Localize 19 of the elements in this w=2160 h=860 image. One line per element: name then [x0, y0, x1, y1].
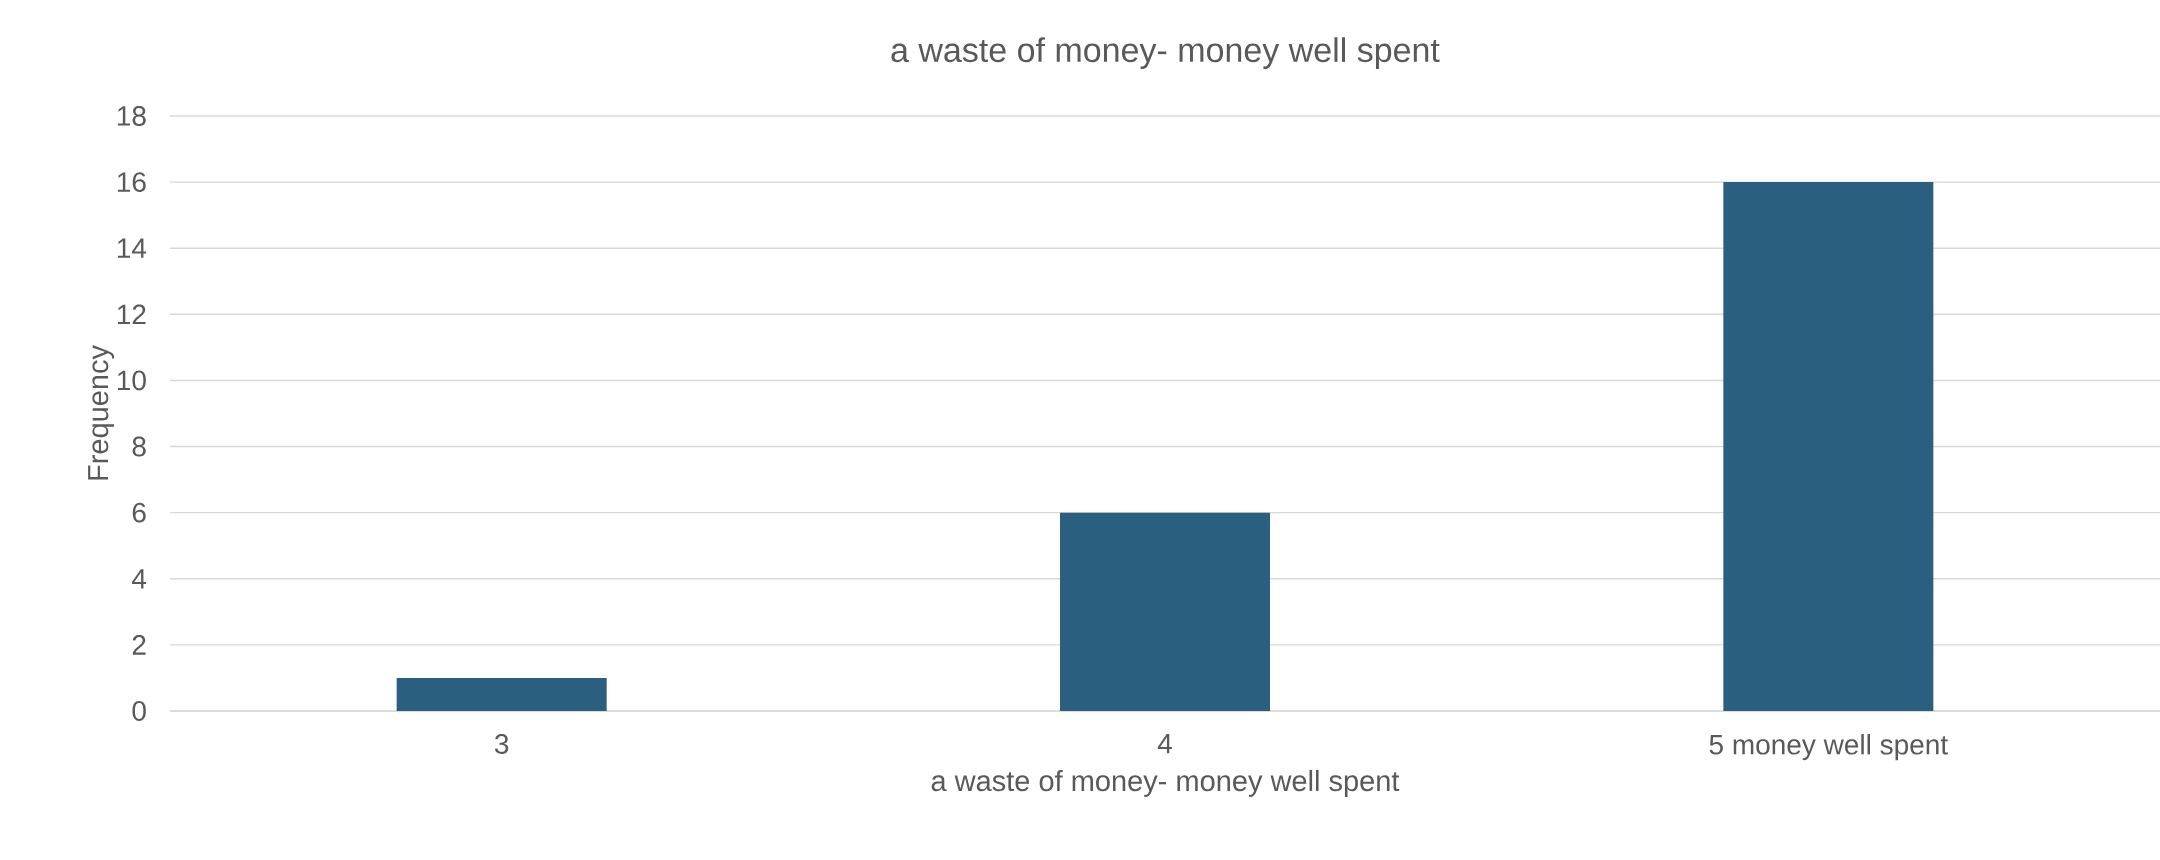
x-tick-label: 4: [1157, 734, 1172, 754]
y-axis-title: Frequency: [88, 345, 115, 480]
y-tick-label: 14: [117, 238, 147, 258]
x-tick-label: 3: [494, 734, 509, 754]
y-tick-label: 2: [132, 635, 146, 655]
y-tick-label: 12: [117, 304, 146, 325]
y-tick-label: 4: [131, 569, 147, 589]
y-tick-label: 16: [117, 172, 146, 193]
y-tick-label: 6: [132, 502, 146, 523]
bar: [396, 677, 607, 711]
y-tick-label: 10: [117, 370, 146, 391]
y-tick-label: 8: [132, 436, 146, 457]
bar: [1060, 512, 1271, 711]
y-tick-label: 0: [132, 701, 146, 721]
bar: [1723, 182, 1934, 711]
y-tick-label: 18: [117, 106, 146, 126]
x-tick-label: 5 money well spent: [1709, 734, 1948, 761]
chart-title: a waste of money- money well spent: [891, 37, 1440, 69]
x-axis-title: a waste of money- money well spent: [931, 769, 1400, 797]
